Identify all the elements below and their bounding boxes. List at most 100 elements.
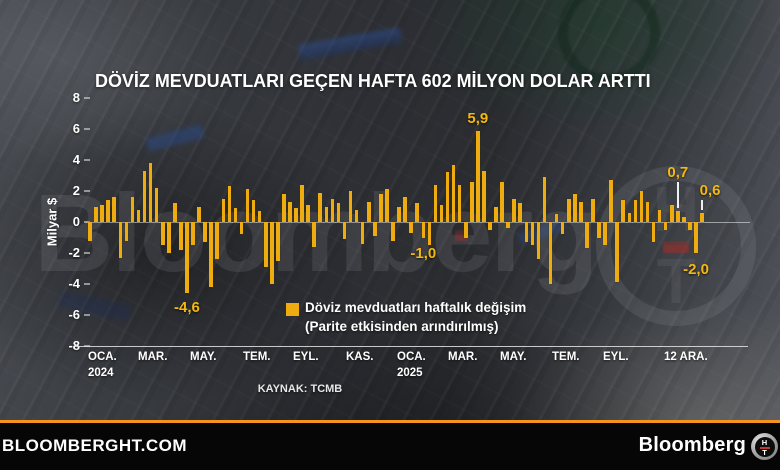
bar bbox=[463, 222, 468, 238]
bloomberg-ht-logo-icon: H T bbox=[751, 433, 778, 460]
bar bbox=[318, 192, 323, 222]
bar bbox=[348, 191, 353, 222]
bar bbox=[657, 209, 662, 222]
bar bbox=[221, 198, 226, 222]
bar bbox=[445, 172, 450, 222]
bar bbox=[251, 200, 256, 222]
bar bbox=[451, 164, 456, 222]
watermark-red-mark bbox=[455, 233, 468, 241]
ht-logo-t: T bbox=[762, 448, 767, 457]
bar bbox=[166, 222, 171, 253]
bar bbox=[421, 222, 426, 238]
watermark-t-letter: T bbox=[656, 245, 696, 317]
bar bbox=[439, 204, 444, 222]
bar bbox=[112, 197, 117, 222]
x-year-label: 2024 bbox=[88, 367, 114, 379]
y-tick-mark bbox=[84, 128, 90, 130]
ht-logo-inner: H T bbox=[754, 436, 775, 457]
bar bbox=[645, 201, 650, 222]
bar bbox=[330, 198, 335, 222]
bar bbox=[591, 198, 595, 222]
source-note: KAYNAK: TCMB bbox=[257, 383, 343, 395]
bar bbox=[173, 203, 177, 222]
y-tick-mark bbox=[84, 159, 90, 161]
ht-logo-red-bar bbox=[759, 446, 770, 449]
x-year-label: 2025 bbox=[397, 367, 423, 379]
bar bbox=[257, 211, 262, 222]
bar bbox=[585, 222, 589, 249]
bar bbox=[94, 206, 98, 222]
annotation-value-label: -2,0 bbox=[683, 261, 709, 278]
legend-label-line2: (Parite etkisinden arındırılmış) bbox=[305, 319, 499, 334]
bar bbox=[621, 200, 626, 222]
bar bbox=[409, 222, 413, 233]
x-tick-label: MAY. bbox=[190, 351, 217, 363]
bar bbox=[191, 222, 195, 246]
zero-axis-line bbox=[86, 222, 750, 223]
x-tick-label: MAR. bbox=[138, 351, 168, 363]
bar bbox=[633, 200, 638, 222]
headline-title: DÖVİZ MEVDUATLARI GEÇEN HAFTA 602 MİLYON… bbox=[95, 70, 651, 91]
bar bbox=[263, 222, 268, 267]
y-tick-label: 4 bbox=[72, 152, 80, 167]
x-axis-line bbox=[75, 346, 748, 347]
bar bbox=[282, 194, 286, 222]
x-tick-label: TEM. bbox=[243, 351, 271, 363]
bar bbox=[663, 222, 668, 230]
bar bbox=[130, 197, 135, 222]
y-tick-mark bbox=[84, 190, 90, 192]
x-tick-label: OCA. bbox=[397, 351, 426, 363]
annotation-value-label: 0,6 bbox=[699, 181, 721, 199]
bar bbox=[294, 208, 298, 222]
bar bbox=[276, 222, 280, 261]
bar bbox=[457, 184, 462, 222]
bar bbox=[366, 201, 371, 222]
bar bbox=[597, 222, 601, 238]
watermark-red-bars bbox=[663, 245, 689, 253]
y-tick-mark bbox=[84, 97, 90, 99]
bar bbox=[560, 222, 565, 235]
bar bbox=[239, 222, 244, 235]
x-tick-label: MAR. bbox=[448, 351, 478, 363]
y-tick-label: 0 bbox=[72, 214, 80, 229]
bar bbox=[227, 186, 232, 222]
bar bbox=[579, 201, 583, 222]
bar bbox=[136, 209, 141, 222]
bar bbox=[494, 206, 498, 222]
bar bbox=[324, 206, 329, 222]
bar bbox=[427, 222, 432, 246]
bar bbox=[627, 212, 632, 222]
bar bbox=[185, 222, 189, 294]
bar bbox=[512, 198, 516, 222]
bar bbox=[197, 206, 201, 222]
bar bbox=[391, 222, 395, 241]
bar bbox=[354, 209, 359, 222]
bar bbox=[500, 181, 504, 222]
bar bbox=[676, 211, 680, 222]
bar bbox=[482, 170, 486, 222]
y-tick-mark bbox=[84, 221, 90, 223]
bar bbox=[288, 201, 292, 222]
bar bbox=[379, 194, 383, 222]
y-tick-label: -4 bbox=[68, 276, 80, 291]
bar bbox=[639, 191, 644, 222]
y-tick-label: -6 bbox=[68, 307, 80, 322]
bar bbox=[312, 222, 316, 247]
annotation-leader-line bbox=[701, 199, 704, 210]
x-tick-label: EYL. bbox=[603, 351, 629, 363]
y-tick-mark bbox=[84, 252, 90, 254]
bar bbox=[469, 181, 474, 222]
y-tick-mark bbox=[84, 283, 90, 285]
bar bbox=[245, 189, 250, 222]
bar bbox=[306, 204, 310, 222]
bar bbox=[488, 222, 492, 230]
x-tick-label: 12 ARA. bbox=[664, 351, 708, 363]
y-tick-label: 2 bbox=[72, 183, 80, 198]
bar bbox=[403, 197, 407, 222]
x-tick-label: MAY. bbox=[500, 351, 527, 363]
bar bbox=[106, 200, 110, 222]
bar bbox=[373, 222, 377, 236]
annotation-value-label: 0,7 bbox=[667, 164, 689, 182]
footer-site-text: BLOOMBERGHT.COM bbox=[2, 436, 188, 455]
